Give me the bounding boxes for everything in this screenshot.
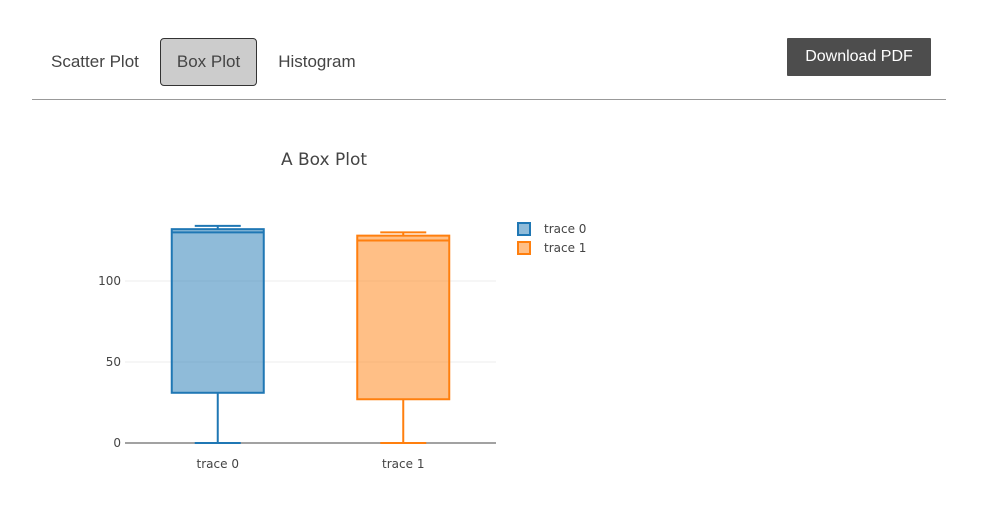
legend-label: trace 1: [544, 241, 586, 255]
download-pdf-button[interactable]: Download PDF: [787, 38, 931, 76]
box-trace-0: [170, 228, 265, 394]
x-tick-label: trace 1: [382, 457, 424, 471]
chart-title: A Box Plot: [281, 150, 367, 170]
y-tick-label: 100: [98, 274, 121, 288]
tab-bar: Scatter Plot Box Plot Histogram: [33, 38, 374, 86]
header-divider: [32, 99, 946, 100]
y-tick-label: 0: [113, 436, 121, 450]
tab-box-plot[interactable]: Box Plot: [159, 38, 258, 86]
x-tick-label: trace 0: [197, 457, 239, 471]
tab-histogram[interactable]: Histogram: [278, 52, 356, 71]
tab-scatter-plot[interactable]: Scatter Plot: [51, 52, 139, 71]
legend-label: trace 0: [544, 222, 586, 236]
y-tick-label: 50: [106, 355, 121, 369]
box-trace-1: [356, 234, 451, 401]
legend-swatch: [517, 241, 531, 255]
legend-swatch: [517, 222, 531, 236]
